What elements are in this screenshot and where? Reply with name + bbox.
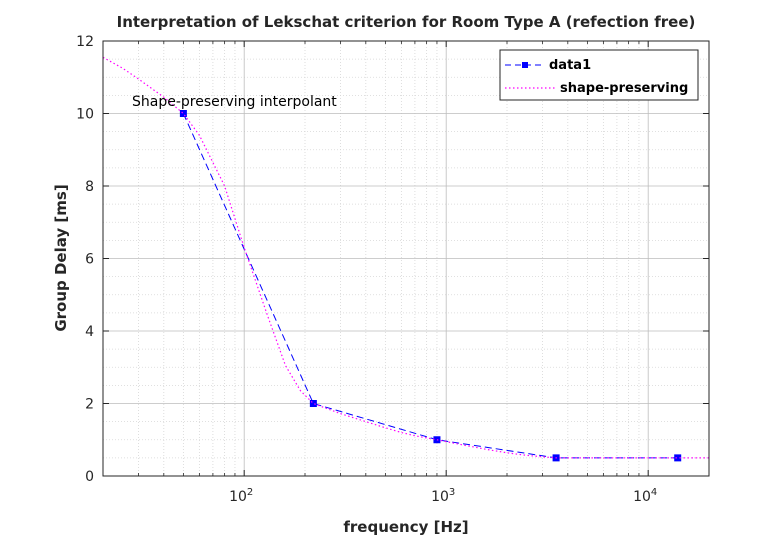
series-line-shape-preserving <box>102 56 709 459</box>
series-layer <box>102 56 709 462</box>
legend-marker-data1 <box>522 62 528 68</box>
legend-label-data1: data1 <box>549 58 591 73</box>
data-point-data1 <box>674 454 682 462</box>
x-tick-label: 103 <box>431 487 455 505</box>
x-tick-label: 102 <box>229 487 253 505</box>
y-tick-label: 12 <box>76 34 94 50</box>
y-tick-label: 4 <box>85 324 94 340</box>
x-tick-label: 104 <box>633 487 657 505</box>
y-tick-label: 8 <box>85 179 94 195</box>
legend-label-shape-preserving: shape-preserving <box>560 81 688 96</box>
chart-title: Interpretation of Lekschat criterion for… <box>117 13 696 31</box>
data-point-data1 <box>309 400 317 407</box>
data-point-data1 <box>179 110 187 117</box>
legend-box <box>499 49 699 101</box>
annotation-label: Shape-preserving interpolant <box>132 94 337 110</box>
ticks-layer: 102 103 104 0 2 4 6 8 10 12 <box>76 34 709 505</box>
y-tick-label: 6 <box>85 252 94 268</box>
x-axis-label: frequency [Hz] <box>343 518 468 536</box>
y-tick-label: 10 <box>76 107 94 123</box>
legend: data1 shape-preserving <box>499 49 699 101</box>
y-tick-label: 2 <box>85 397 94 413</box>
y-axis-label: Group Delay [ms] <box>52 184 70 331</box>
y-tick-label: 0 <box>85 469 94 485</box>
